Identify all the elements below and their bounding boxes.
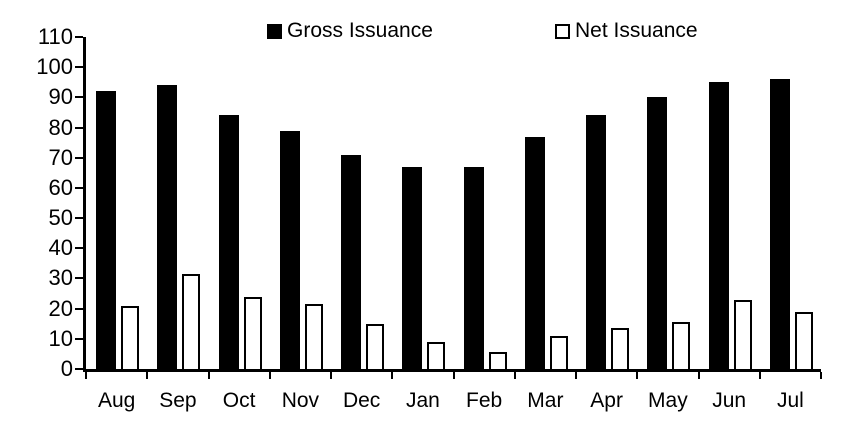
- x-axis-month-label: Apr: [590, 389, 623, 412]
- y-tick-mark: [75, 36, 83, 38]
- x-axis-month-label: Mar: [527, 389, 564, 412]
- x-tick-mark: [697, 372, 700, 379]
- gross-issuance-bar: [708, 82, 729, 369]
- y-tick-mark: [75, 307, 83, 310]
- net-issuance-bar: [366, 324, 384, 369]
- y-tick-mark: [75, 368, 83, 370]
- y-tick-label: 100: [36, 54, 73, 80]
- x-tick-mark: [452, 372, 455, 379]
- net-issuance-bar: [182, 274, 201, 369]
- y-tick-label: 40: [48, 235, 73, 261]
- gross-issuance-bar: [463, 167, 484, 369]
- x-axis-month-label: Jun: [712, 389, 747, 412]
- gross-issuance-bar: [218, 115, 239, 369]
- y-tick-mark: [75, 277, 83, 280]
- x-tick-mark: [146, 372, 149, 379]
- y-tick-label: 70: [48, 144, 73, 170]
- legend-item-net-issuance: Net Issuance: [555, 19, 698, 42]
- gross-issuance-bar: [524, 137, 545, 369]
- net-issuance-bar: [304, 304, 323, 369]
- x-tick-mark: [575, 372, 577, 379]
- x-axis-month-label: Dec: [342, 389, 381, 412]
- y-tick-label: 50: [48, 205, 73, 231]
- x-axis-month-label: Feb: [466, 389, 503, 412]
- y-tick-label: 60: [48, 174, 73, 200]
- gross-issuance-bar: [402, 167, 423, 369]
- x-axis-month-label: Sep: [159, 389, 197, 412]
- gross-issuance-swatch-icon: [267, 23, 282, 39]
- y-tick-mark: [75, 66, 83, 69]
- net-issuance-bar: [794, 312, 813, 369]
- y-tick-label: 0: [60, 356, 73, 381]
- y-tick-mark: [75, 156, 83, 159]
- y-tick-label: 80: [48, 114, 73, 140]
- gross-issuance-bar: [96, 91, 116, 369]
- x-axis-month-label: Jan: [405, 389, 440, 412]
- y-tick-mark: [75, 337, 83, 340]
- net-issuance-bar: [672, 322, 691, 369]
- gross-issuance-bar: [157, 85, 178, 369]
- legend-item-gross-issuance: Gross Issuance: [267, 19, 433, 42]
- gross-issuance-bar: [586, 115, 606, 369]
- x-tick-mark: [330, 372, 332, 379]
- x-tick-mark: [85, 372, 87, 379]
- x-axis-month-label: Oct: [222, 389, 256, 412]
- y-tick-mark: [75, 186, 83, 189]
- net-issuance-bar: [243, 297, 262, 369]
- x-tick-mark: [636, 372, 639, 379]
- x-axis-month-label: Nov: [281, 389, 320, 412]
- gross-issuance-bar: [647, 97, 668, 369]
- net-issuance-bar: [427, 342, 446, 369]
- y-tick-label: 90: [48, 84, 73, 110]
- net-issuance-bar: [733, 300, 752, 369]
- y-tick-label: 20: [48, 295, 73, 321]
- x-axis-month-label: Jul: [776, 389, 804, 412]
- x-tick-mark: [268, 372, 271, 379]
- x-axis-month-label: May: [648, 389, 688, 412]
- net-issuance-bar: [488, 352, 507, 369]
- x-axis-month-label: Aug: [97, 389, 136, 412]
- plot-area: 0 10 20 30 40 50 60 70 80 90 100 110 Aug Sep Oct Nov De…: [36, 26, 822, 412]
- x-tick-mark: [820, 372, 822, 379]
- y-tick-mark: [75, 126, 83, 129]
- gross-issuance-bar: [769, 79, 790, 369]
- y-tick-label: 10: [48, 325, 73, 351]
- x-tick-mark: [758, 372, 761, 379]
- net-issuance-bar: [611, 328, 629, 369]
- y-tick-label: 30: [48, 265, 73, 291]
- net-issuance-legend-label: Net Issuance: [575, 19, 698, 42]
- y-tick-mark: [75, 217, 83, 220]
- gross-issuance-bar: [279, 131, 300, 369]
- y-tick-mark: [75, 96, 83, 99]
- x-tick-mark: [391, 372, 394, 379]
- x-tick-mark: [207, 372, 210, 379]
- net-issuance-bar: [549, 336, 568, 369]
- y-tick-label: 110: [37, 24, 73, 49]
- net-issuance-bar: [121, 306, 139, 369]
- gross-issuance-bar: [341, 155, 361, 369]
- x-tick-mark: [513, 372, 516, 379]
- gross-issuance-legend-label: Gross Issuance: [287, 19, 433, 42]
- y-tick-mark: [75, 247, 83, 250]
- net-issuance-swatch-icon: [555, 23, 570, 39]
